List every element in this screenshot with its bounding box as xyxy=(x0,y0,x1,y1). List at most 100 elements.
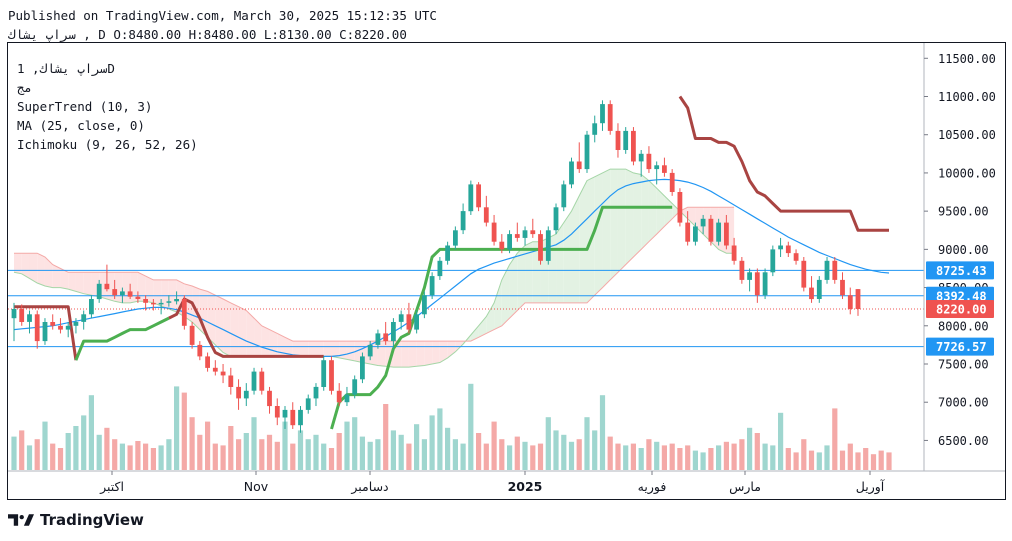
candle-body xyxy=(530,230,536,235)
cloud-segment xyxy=(215,295,224,353)
volume-bar xyxy=(398,434,404,470)
candle-body xyxy=(212,367,218,372)
candle-body xyxy=(507,234,512,250)
candle-body xyxy=(739,260,745,280)
legend-ma[interactable]: MA (25, close, 0) xyxy=(17,118,145,133)
volume-bar xyxy=(452,439,458,470)
cloud-segment xyxy=(75,272,84,294)
candle-body xyxy=(414,314,419,330)
x-tick-label: مارس xyxy=(729,479,761,495)
volume-bar xyxy=(359,436,365,470)
candle-body xyxy=(34,314,40,342)
volume-bar xyxy=(313,434,319,470)
x-tick-label: 2025 xyxy=(508,479,543,494)
volume-bar xyxy=(42,421,48,470)
volume-bar xyxy=(104,427,110,470)
volume-bar xyxy=(623,445,629,470)
volume-bar xyxy=(545,417,551,470)
cloud-segment xyxy=(656,188,665,235)
volume-bar xyxy=(11,436,17,470)
cloud-segment xyxy=(60,268,69,290)
cloud-segment xyxy=(377,341,386,367)
candle-body xyxy=(96,283,102,300)
cloud-segment xyxy=(14,253,22,274)
cloud-segment xyxy=(246,310,255,357)
symbol-ohlc-line: سراپ يشاك , D O:8480.00 H:8480.00 L:8130… xyxy=(8,27,407,42)
volume-bar xyxy=(793,452,799,470)
volume-bar xyxy=(762,443,768,470)
candle-body xyxy=(406,314,412,330)
candle-body xyxy=(778,245,783,250)
candle-body xyxy=(754,272,760,296)
candle-body xyxy=(437,260,443,277)
candle-body xyxy=(282,409,288,418)
y-tick-label: 8000.00 xyxy=(938,319,989,333)
volume-bar xyxy=(677,448,683,470)
volume-bar xyxy=(692,450,698,470)
cloud-segment xyxy=(254,318,262,357)
cloud-segment xyxy=(579,180,587,303)
ma-line xyxy=(13,178,890,357)
candle-body xyxy=(398,314,404,322)
cloud-segment xyxy=(478,316,487,338)
volume-bars xyxy=(11,383,892,470)
volume-bar xyxy=(731,443,737,470)
candle-body xyxy=(205,356,210,368)
volume-bar xyxy=(832,408,838,470)
candle-body xyxy=(731,245,737,261)
volume-bar xyxy=(437,408,443,470)
volume-bar xyxy=(282,421,288,470)
volume-bar xyxy=(808,450,815,470)
candle-body xyxy=(166,301,172,303)
candle-body xyxy=(445,245,450,261)
volume-bar xyxy=(507,445,513,470)
y-tick-label: 11500.00 xyxy=(938,52,996,66)
cloud-segment xyxy=(633,172,642,257)
legend-ichimoku[interactable]: Ichimoku (9, 26, 52, 26) xyxy=(17,137,198,152)
legend-supertrend[interactable]: SuperTrend (10, 3) xyxy=(17,99,153,114)
volume-bar xyxy=(847,443,853,470)
cloud-segment xyxy=(331,341,340,358)
volume-bar xyxy=(189,417,195,470)
candle-body xyxy=(832,260,838,280)
cloud-segment xyxy=(486,302,495,334)
candle-body xyxy=(89,299,94,315)
volume-bar xyxy=(778,412,784,470)
candle-body xyxy=(305,398,311,410)
volume-bar xyxy=(150,448,156,470)
candle-body xyxy=(762,272,768,296)
candle-body xyxy=(840,279,845,296)
volume-bar xyxy=(112,439,118,470)
volume-bar xyxy=(816,452,822,470)
volume-bar xyxy=(638,448,644,470)
volume-bar xyxy=(259,439,265,470)
candle-body xyxy=(816,279,822,299)
cloud-segment xyxy=(114,272,123,303)
candle-body xyxy=(685,222,691,242)
volume-bar xyxy=(243,433,249,470)
volume-bar xyxy=(716,445,722,470)
volume-bar xyxy=(599,395,606,470)
cloud-segment xyxy=(339,341,347,360)
cloud-segment xyxy=(122,272,131,303)
candle-body xyxy=(576,161,582,170)
cloud-segment xyxy=(556,222,564,303)
candle-body xyxy=(700,218,706,227)
cloud-segment xyxy=(83,272,92,296)
candle-body xyxy=(228,375,234,387)
volume-bar xyxy=(212,443,218,470)
volume-bar xyxy=(801,439,807,470)
candle-body xyxy=(259,371,265,391)
candle-body xyxy=(251,371,257,391)
cloud-segment xyxy=(44,257,53,288)
volume-bar xyxy=(57,448,64,470)
volume-bar xyxy=(646,439,652,470)
candle-body xyxy=(220,371,226,376)
candle-body xyxy=(785,245,791,254)
cloud-segment xyxy=(416,341,425,367)
volume-bar xyxy=(143,443,149,470)
candle-body xyxy=(499,241,505,250)
volume-bar xyxy=(328,448,335,470)
volume-bar xyxy=(537,443,544,470)
